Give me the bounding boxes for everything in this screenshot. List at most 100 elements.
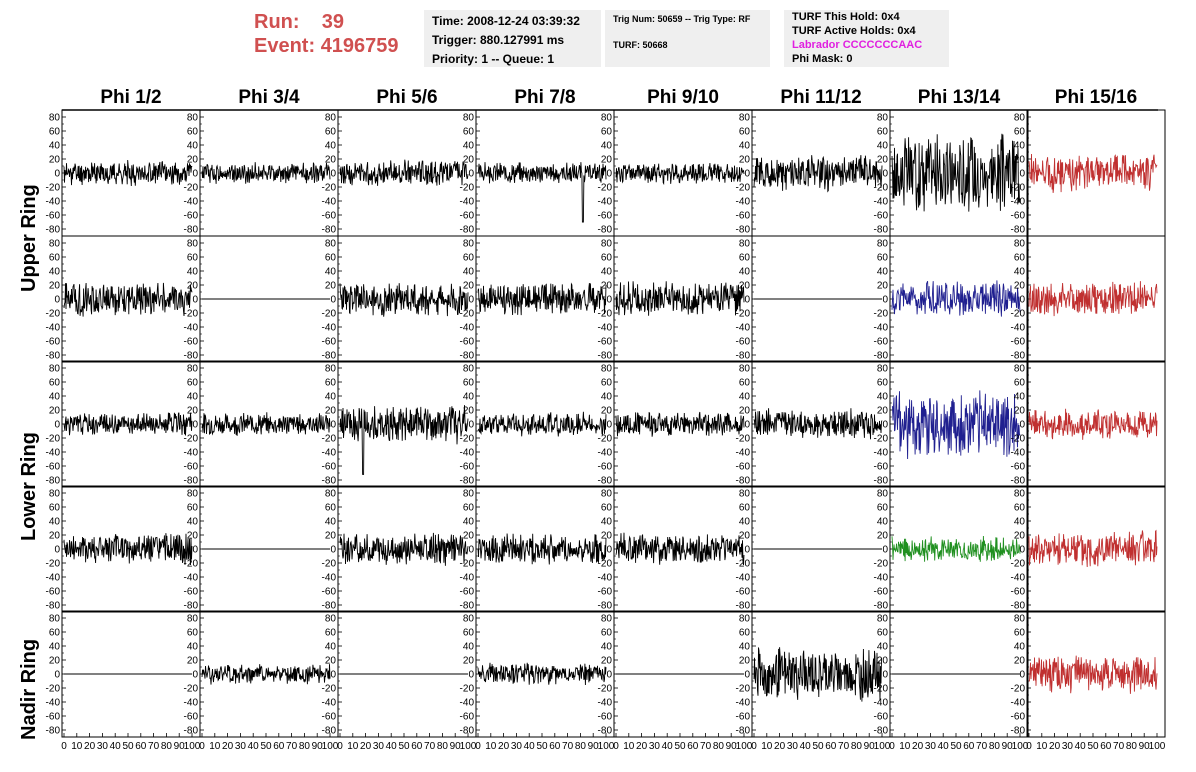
x-tick-label: 0 — [337, 741, 343, 752]
y-tick-label: 40 — [325, 392, 337, 403]
y-tick-label: 40 — [601, 642, 613, 653]
time-text: Time: 2008-12-24 03:39:32 — [432, 14, 580, 28]
y-tick-label: 60 — [1014, 378, 1026, 389]
y-tick-label: -20 — [1011, 309, 1026, 320]
y-tick-label: -60 — [874, 211, 889, 222]
x-tick-label: 70 — [1113, 741, 1125, 752]
y-tick-label: 20 — [739, 656, 751, 667]
y-tick-label: 20 — [1014, 406, 1026, 417]
panel-r3-c8: 80 60 40 20 0 -20 -40 -60 -80 — [1011, 360, 1166, 488]
y-tick-label: 80 — [877, 364, 889, 375]
y-tick-label: -40 — [184, 448, 199, 459]
y-tick-label: 20 — [325, 656, 337, 667]
y-tick-label: 40 — [739, 267, 751, 278]
y-tick-label: 60 — [49, 253, 61, 264]
trigger-text: Trigger: 880.127991 ms — [432, 33, 565, 47]
y-tick-label: 0 — [192, 545, 198, 556]
y-tick-label: -60 — [322, 712, 337, 723]
y-tick-label: -80 — [46, 351, 61, 362]
waveform-trace — [339, 405, 469, 475]
time-info-box: Time: 2008-12-24 03:39:32 Trigger: 880.1… — [424, 10, 601, 67]
y-tick-label: -40 — [46, 197, 61, 208]
y-tick-label: 40 — [739, 141, 751, 152]
y-tick-label: 20 — [325, 281, 337, 292]
x-tick-label: 80 — [299, 741, 311, 752]
waveform-trace — [1028, 153, 1158, 193]
y-tick-label: 40 — [463, 517, 475, 528]
y-tick-label: 20 — [877, 281, 889, 292]
x-tick-label: 20 — [360, 741, 372, 752]
y-tick-label: -40 — [598, 323, 613, 334]
y-tick-label: -40 — [874, 197, 889, 208]
y-tick-label: 40 — [877, 267, 889, 278]
y-tick-label: 0 — [192, 169, 198, 180]
y-tick-label: -80 — [598, 351, 613, 362]
y-tick-label: 80 — [187, 489, 199, 500]
y-tick-label: 60 — [739, 253, 751, 264]
x-tick-label: 10 — [485, 741, 497, 752]
y-tick-label: -20 — [598, 183, 613, 194]
panel-r1-c4: 80 60 40 20 0 -20 -40 -60 -80 — [460, 109, 615, 237]
x-tick-label: 30 — [235, 741, 247, 752]
y-tick-label: 80 — [325, 614, 337, 625]
y-tick-label: 40 — [877, 642, 889, 653]
y-tick-label: 40 — [187, 392, 199, 403]
labrador-text: Labrador CCCCCCCAAC — [792, 39, 923, 51]
x-tick-label: 20 — [84, 741, 96, 752]
y-tick-label: 60 — [877, 253, 889, 264]
y-tick-label: 80 — [1014, 113, 1026, 124]
phi-header-1: Phi 1/2 — [100, 87, 162, 108]
panel-r4-c4: 80 60 40 20 0 -20 -40 -60 -80 — [460, 485, 615, 613]
y-tick-label: 60 — [739, 127, 751, 138]
waveform-trace — [339, 159, 469, 186]
y-tick-label: 80 — [601, 113, 613, 124]
y-tick-label: -80 — [184, 351, 199, 362]
panel-r3-c6: 80 60 40 20 0 -20 -40 -60 -80 — [736, 360, 891, 488]
x-tick-label: 30 — [97, 741, 109, 752]
y-tick-label: 20 — [187, 155, 199, 166]
x-tick-label: 50 — [674, 741, 686, 752]
panel-r4-c8: 80 60 40 20 0 -20 -40 -60 -80 — [1011, 485, 1166, 613]
y-tick-label: -60 — [598, 337, 613, 348]
y-tick-label: 80 — [1014, 239, 1026, 250]
y-tick-label: -60 — [184, 337, 199, 348]
trig-num-text: Trig Num: 50659 -- Trig Type: RF — [613, 14, 751, 24]
y-tick-label: -40 — [46, 573, 61, 584]
y-tick-label: 80 — [325, 113, 337, 124]
y-tick-label: 0 — [744, 545, 750, 556]
y-tick-label: 0 — [744, 670, 750, 681]
x-tick-label: 50 — [536, 741, 548, 752]
y-tick-label: -20 — [460, 309, 475, 320]
waveform-trace — [1028, 529, 1158, 568]
y-tick-label: -40 — [736, 448, 751, 459]
y-tick-label: -60 — [736, 712, 751, 723]
panel-r3-c3: 80 60 40 20 0 -20 -40 -60 -80 — [322, 360, 477, 488]
y-tick-label: 60 — [325, 503, 337, 514]
y-tick-label: -80 — [736, 351, 751, 362]
y-tick-label: -60 — [598, 712, 613, 723]
x-tick-label: 30 — [925, 741, 937, 752]
turf-text: TURF: 50668 — [613, 40, 668, 50]
x-tick-label: 60 — [135, 741, 147, 752]
y-tick-label: -60 — [1011, 712, 1026, 723]
y-tick-label: -40 — [736, 197, 751, 208]
waveform-trace — [201, 412, 331, 436]
y-tick-label: -60 — [598, 587, 613, 598]
x-tick-label: 80 — [161, 741, 173, 752]
y-tick-label: 80 — [877, 113, 889, 124]
y-tick-label: -20 — [460, 684, 475, 695]
y-tick-label: -60 — [736, 211, 751, 222]
y-tick-label: -60 — [460, 211, 475, 222]
x-tick-label: 50 — [812, 741, 824, 752]
y-tick-label: 60 — [1014, 253, 1026, 264]
y-tick-label: 20 — [1014, 656, 1026, 667]
y-tick-label: -20 — [598, 684, 613, 695]
y-tick-label: 60 — [187, 378, 199, 389]
waveform-trace — [339, 532, 469, 566]
x-tick-label: 20 — [912, 741, 924, 752]
x-tick-label: 70 — [148, 741, 160, 752]
x-tick-label: 0 — [475, 741, 481, 752]
waveform-trace — [63, 282, 193, 317]
y-tick-label: 40 — [877, 517, 889, 528]
y-tick-label: -60 — [460, 462, 475, 473]
